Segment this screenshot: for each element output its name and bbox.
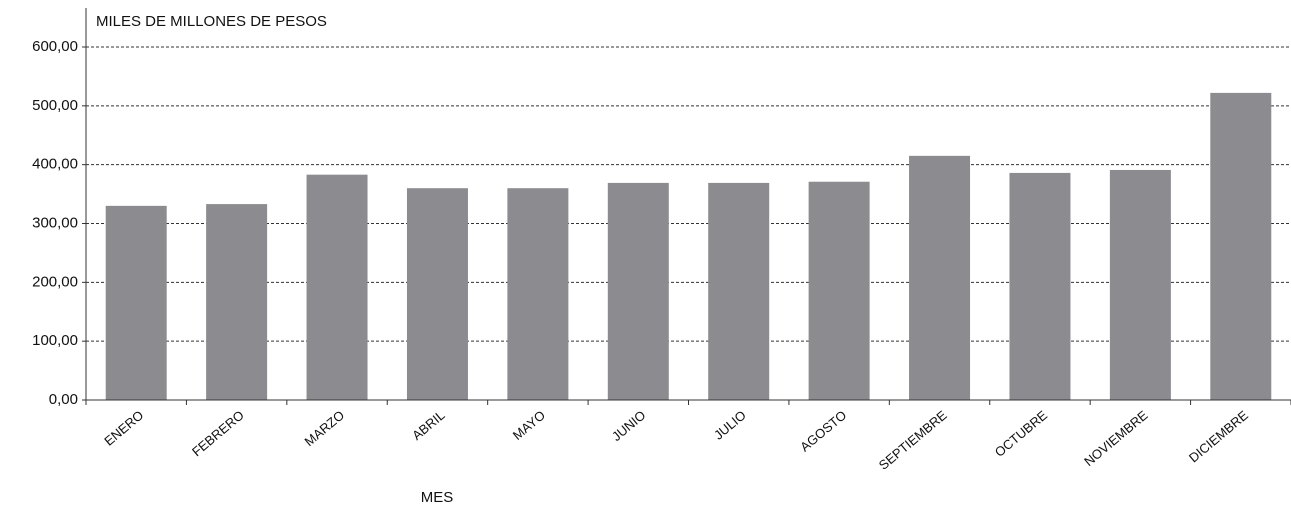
y-tick-label: 400,00 [32, 156, 78, 173]
bar [105, 205, 167, 400]
bar [1109, 169, 1171, 400]
bar [607, 182, 669, 400]
bar [507, 188, 569, 400]
bar [708, 182, 770, 400]
bar [206, 204, 268, 400]
y-tick-label: 200,00 [32, 273, 78, 290]
x-tick-label: AGOSTO [797, 407, 849, 454]
x-tick-label: NOVIEMBRE [1081, 407, 1151, 469]
x-tick-label: JUNIO [609, 407, 649, 444]
x-tick-label: FEBRERO [189, 407, 247, 459]
x-tick-label: DICIEMBRE [1186, 407, 1251, 465]
x-tick-label: MARZO [302, 407, 348, 449]
chart-title: MILES DE MILLONES DE PESOS [96, 13, 327, 30]
y-tick-label: 300,00 [32, 214, 78, 231]
y-tick-label: 600,00 [32, 38, 78, 55]
bar [808, 181, 870, 400]
x-tick-label: MAYO [510, 407, 548, 442]
x-axis-label: MES [421, 489, 454, 506]
bar [306, 174, 368, 400]
x-tick-label: SEPTIEMBRE [876, 407, 950, 473]
bar [1210, 92, 1272, 400]
y-tick-label: 100,00 [32, 332, 78, 349]
x-tick-label: ENERO [101, 407, 146, 448]
x-tick-label: ABRIL [409, 407, 447, 443]
y-tick-label: 500,00 [32, 97, 78, 114]
bar [1009, 172, 1071, 400]
y-tick-label: 0,00 [49, 391, 78, 408]
x-tick-label: OCTUBRE [992, 407, 1051, 460]
x-tick-label: JULIO [711, 407, 749, 442]
bar [406, 188, 468, 400]
bar [909, 155, 971, 400]
